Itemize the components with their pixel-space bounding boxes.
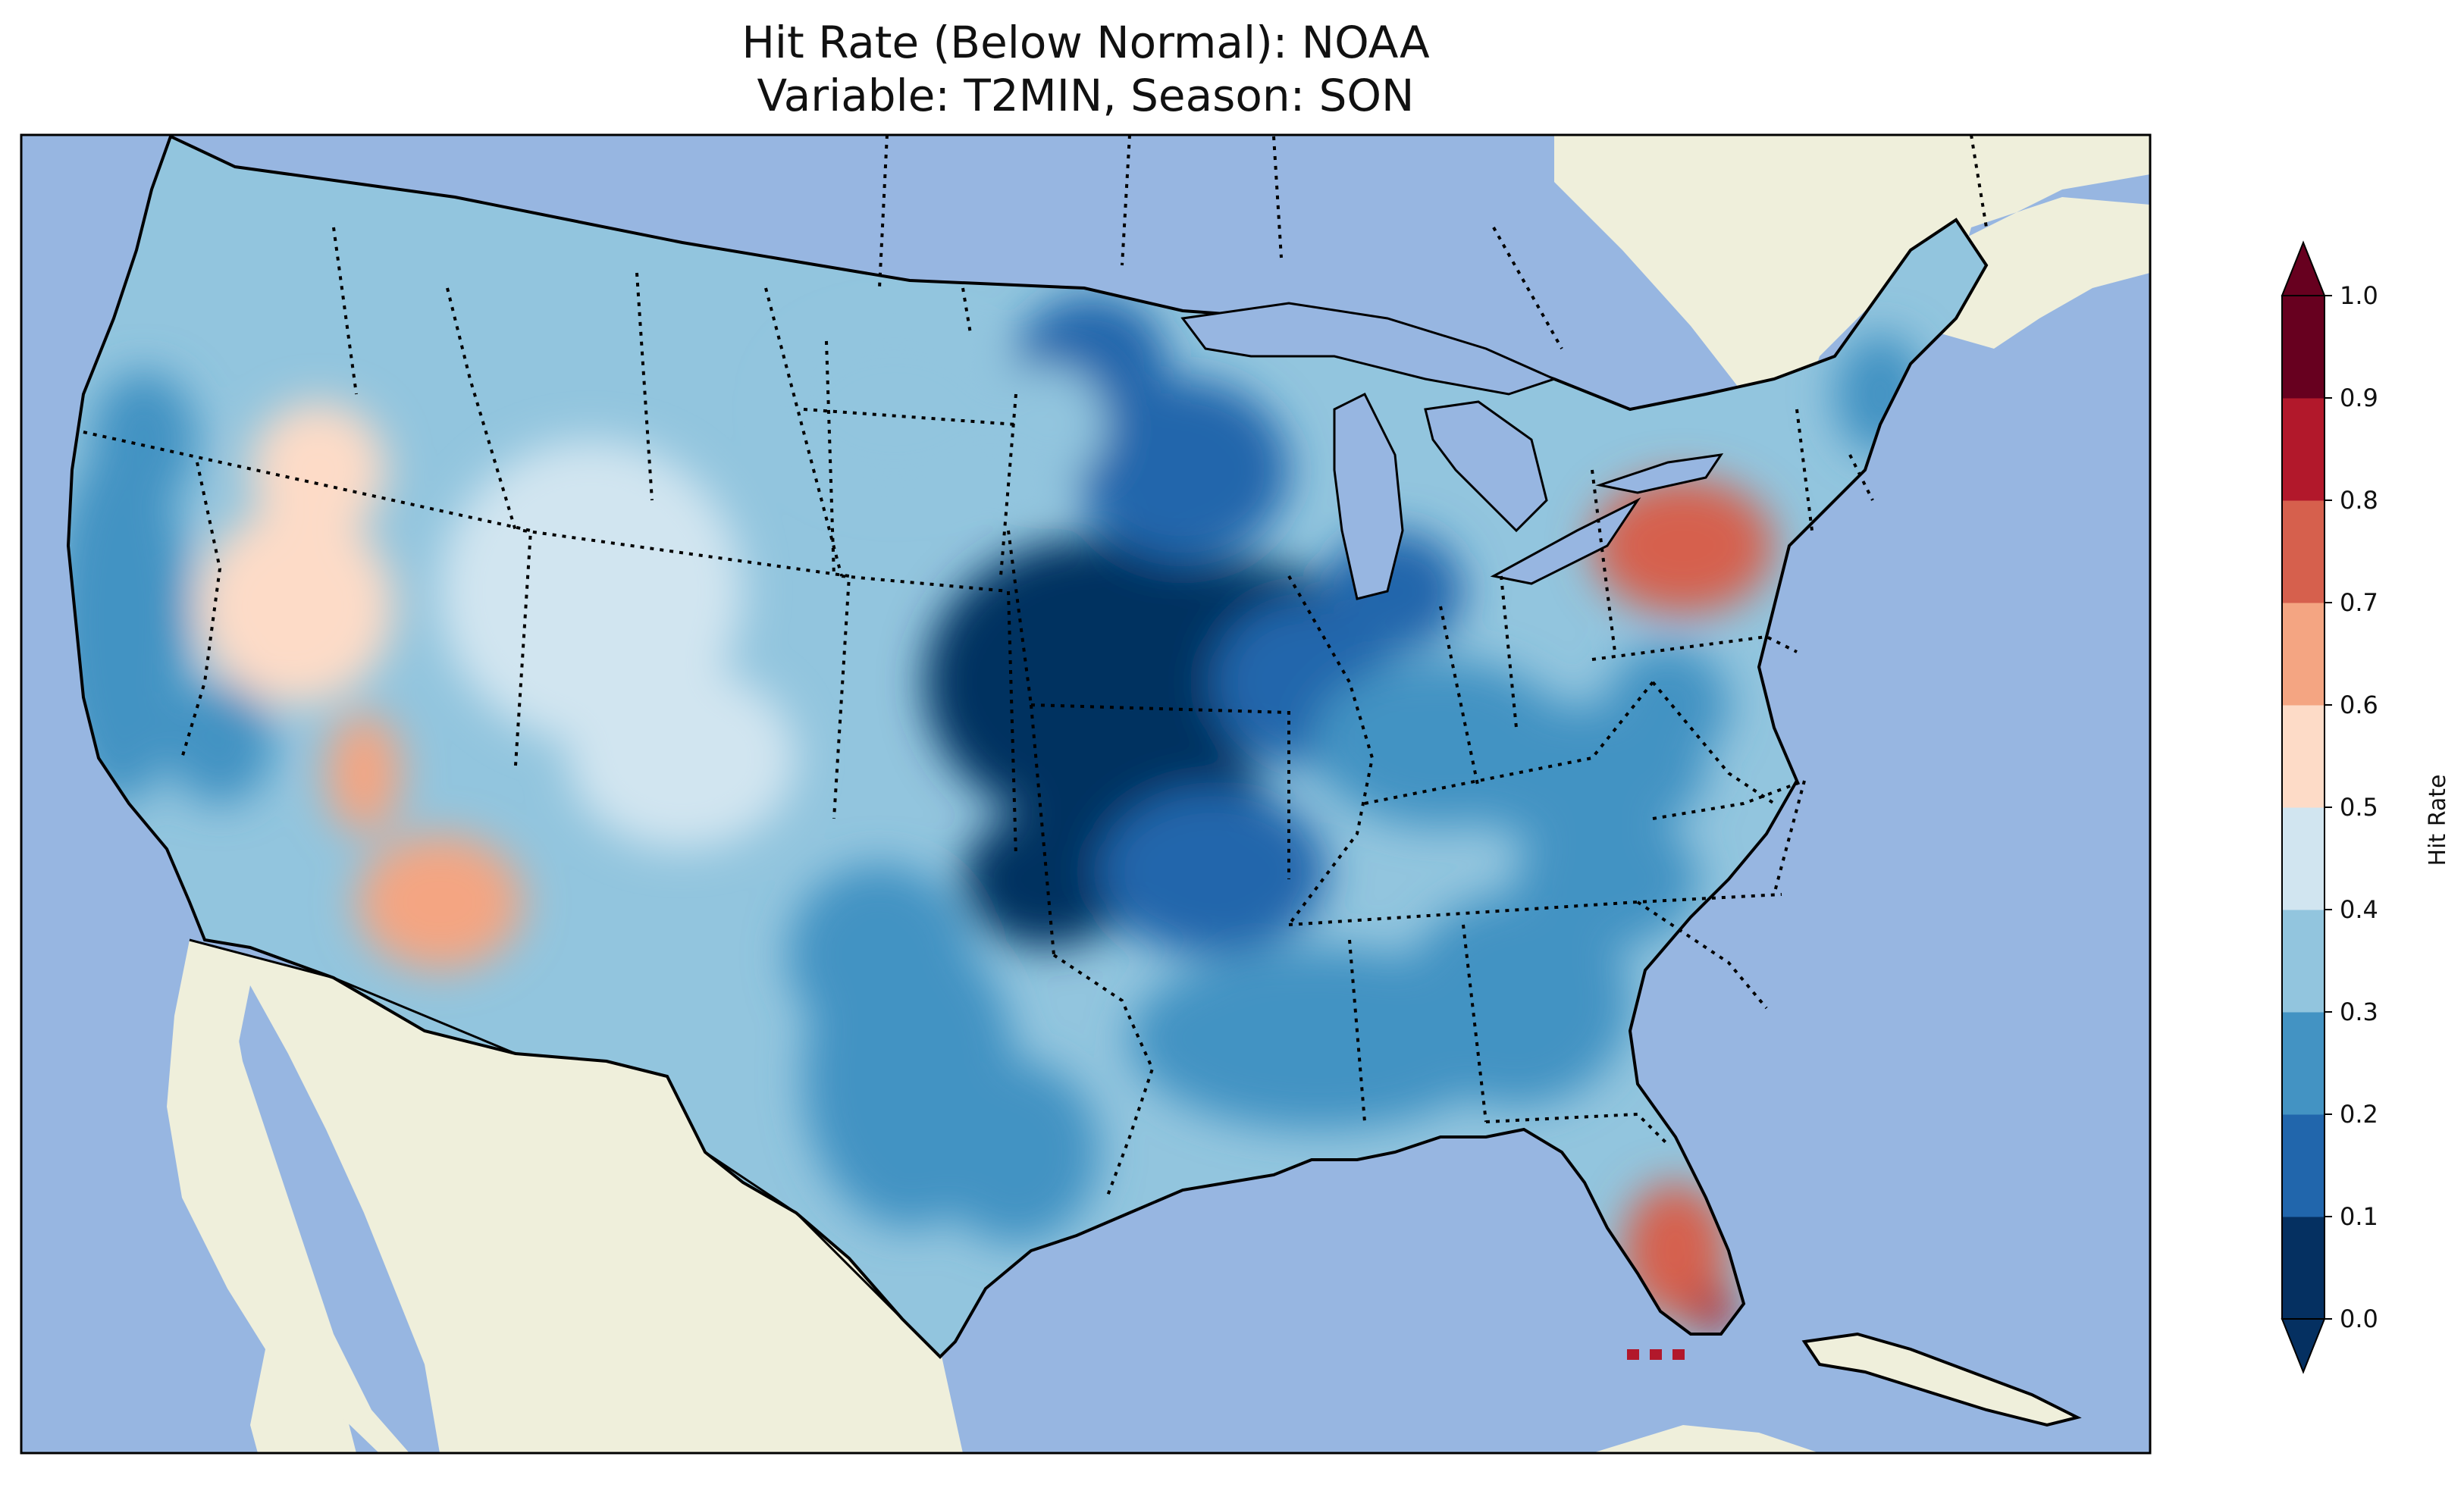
region-florida-keys xyxy=(1691,1289,1736,1334)
region-southwest-arizona xyxy=(326,713,402,834)
region-southwest-arizona xyxy=(356,834,523,970)
colorbar-segment xyxy=(2282,296,2324,399)
cuba-land xyxy=(1801,1332,2082,1427)
baja-land xyxy=(174,940,409,1453)
keys-cell xyxy=(1650,1349,1662,1360)
colorbar-tick-label: 0.9 xyxy=(2340,384,2378,412)
colorbar-label: Hit Rate xyxy=(2425,775,2451,866)
colorbar: 0.0 0.1 0.2 0.3 0.4 0.5 0.6 0.7 0.8 0.9 1.0 xyxy=(2281,240,2378,1374)
colorbar-tick-label: 0.4 xyxy=(2340,895,2378,924)
colorbar-extend-min xyxy=(2281,1318,2326,1374)
international-border xyxy=(170,135,1183,1358)
colorbar-extend-max xyxy=(2281,240,2326,296)
region-ozarks-arkansas xyxy=(1099,788,1327,955)
colorbar-segment xyxy=(2282,705,2324,808)
hit-rate-field xyxy=(68,136,1986,1357)
region-texas xyxy=(933,1061,1099,1243)
colorbar-tick-label: 0.8 xyxy=(2340,486,2378,515)
region-rockies xyxy=(569,667,796,849)
us-coastline xyxy=(66,135,1989,1359)
region-tennessee-ohio-valley xyxy=(1607,644,1729,766)
region-south-florida xyxy=(1622,1182,1729,1319)
keys-cell xyxy=(1627,1349,1639,1360)
region-upper-mississippi-valley xyxy=(1077,379,1289,561)
region-pacific-coast xyxy=(167,682,273,803)
colorbar-segment xyxy=(2282,603,2324,706)
state-borders xyxy=(83,135,1988,1198)
colorbar-tick-label: 0.3 xyxy=(2340,998,2378,1026)
canada-land xyxy=(171,135,2150,424)
region-gulf-coast-southeast xyxy=(1516,811,1698,947)
colorbar-segment xyxy=(2282,910,2324,1013)
yucatan-land xyxy=(1592,1425,1820,1453)
region-rockies xyxy=(440,440,743,743)
colorbar-tick-label: 0.7 xyxy=(2340,588,2378,617)
region-central-plains-midwest-core xyxy=(963,811,1130,947)
region-pacific-coast xyxy=(91,371,197,508)
colorbar-segment xyxy=(2282,807,2324,910)
gulf-of-california xyxy=(235,985,440,1453)
colorbar-tick-label: 0.5 xyxy=(2340,793,2378,822)
colorbar-segment xyxy=(2282,398,2324,501)
title-line-1: Hit Rate (Below Normal): NOAA xyxy=(741,17,1430,68)
region-northern-plains xyxy=(781,326,1008,493)
colorbar-segment xyxy=(2282,1114,2324,1217)
region-texas xyxy=(788,864,970,1046)
map-frame xyxy=(20,133,2152,1455)
region-gulf-coast-southeast xyxy=(1403,894,1630,1107)
colorbar-tick-label: 1.0 xyxy=(2340,281,2378,310)
colorbar-tick-label: 0.1 xyxy=(2340,1202,2378,1231)
region-great-basin xyxy=(250,402,387,538)
colorbar-tick-label: 0.2 xyxy=(2340,1100,2378,1129)
colorbar-tick-label: 0.6 xyxy=(2340,691,2378,719)
title-line-2: Variable: T2MIN, Season: SON xyxy=(757,70,1415,121)
colorbar-tick-label: 0.0 xyxy=(2340,1305,2378,1333)
colorbar-segment xyxy=(2282,500,2324,603)
region-new-york-pennsylvania xyxy=(1592,478,1774,614)
colorbar-segment xyxy=(2282,1217,2324,1320)
region-great-basin xyxy=(197,508,394,705)
colorbar-segment xyxy=(2282,1012,2324,1115)
keys-cell xyxy=(1672,1349,1685,1360)
great-lakes xyxy=(1180,302,1724,600)
